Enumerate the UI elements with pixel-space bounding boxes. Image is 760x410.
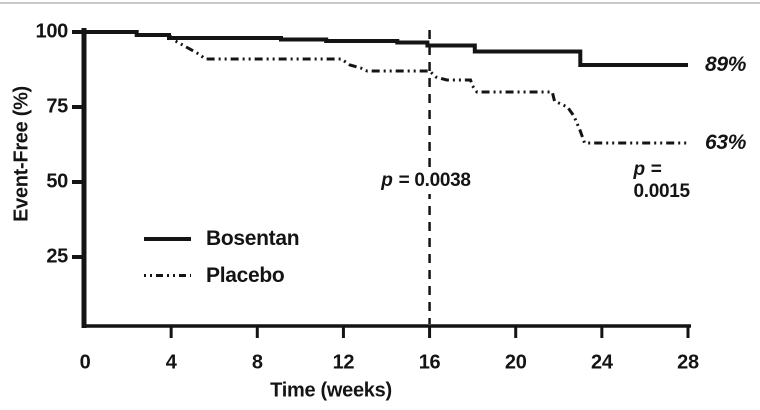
curve-placebo — [85, 30, 688, 145]
x-tick-label-4: 4 — [165, 351, 177, 374]
p-value-week16: p = 0.0038 — [374, 168, 478, 194]
curve-bosentan — [85, 30, 688, 67]
x-tick-label-16: 16 — [418, 351, 441, 374]
legend: Bosentan Placebo — [144, 220, 300, 294]
legend-item-placebo: Placebo — [144, 257, 299, 294]
x-tick-label-0: 0 — [79, 351, 91, 374]
x-axis-title: Time (weeks) — [270, 379, 392, 402]
legend-label-placebo: Placebo — [206, 263, 285, 287]
p-symbol: p — [633, 159, 646, 180]
bosentan-end-percent-label: 89% — [705, 53, 747, 76]
y-tick-label-75: 75 — [46, 95, 68, 118]
y-tick-label-100: 100 — [35, 20, 69, 43]
x-tick-label-28: 28 — [677, 351, 699, 374]
legend-item-bosentan: Bosentan — [144, 220, 300, 257]
x-tick-label-8: 8 — [251, 351, 263, 374]
p-value-week16-text: = 0.0038 — [393, 170, 471, 191]
p-value-right: p = 0.0015 — [626, 157, 716, 205]
dash-dot-line-swatch-icon — [144, 274, 191, 277]
solid-line-swatch-icon — [144, 236, 191, 241]
placebo-end-percent-label: 63% — [705, 131, 747, 154]
x-tick-label-12: 12 — [332, 351, 355, 374]
x-tick-label-24: 24 — [591, 351, 613, 374]
axes — [72, 28, 691, 338]
y-tick-label-50: 50 — [46, 170, 68, 193]
curves — [85, 30, 688, 145]
p-value-right-text: = 0.0015 — [633, 159, 691, 202]
p-symbol: p — [381, 170, 393, 191]
legend-label-bosentan: Bosentan — [206, 226, 300, 250]
y-tick-label-25: 25 — [46, 245, 68, 268]
figure-top-border — [0, 2, 760, 4]
x-tick-label-20: 20 — [504, 351, 527, 374]
y-axis-title: Event-Free (%) — [10, 86, 33, 222]
